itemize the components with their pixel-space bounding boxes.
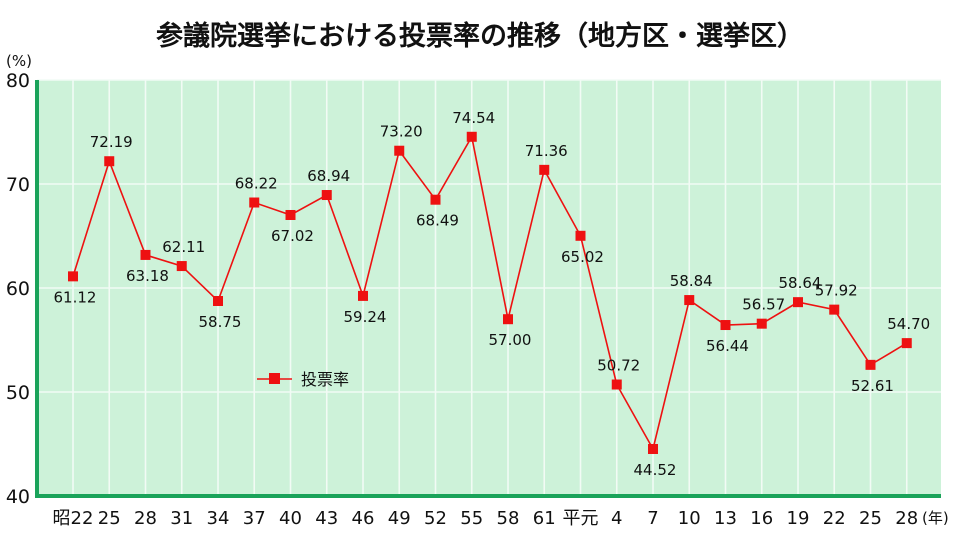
data-point (104, 156, 115, 167)
legend-label: 投票率 (301, 370, 349, 389)
x-tick-label: 平元 (563, 508, 599, 529)
x-tick-label: 7 (647, 508, 658, 529)
x-tick-label: 13 (714, 508, 737, 529)
y-tick-label: 50 (6, 382, 30, 404)
data-point (756, 318, 767, 329)
data-label: 52.61 (851, 377, 894, 395)
data-label: 50.72 (597, 357, 640, 375)
data-point (503, 314, 513, 325)
data-point (249, 197, 260, 208)
data-label: 73.20 (380, 123, 423, 141)
x-tick-label: 40 (279, 508, 302, 529)
data-point (720, 320, 731, 331)
data-label: 59.24 (344, 308, 387, 326)
data-point (865, 359, 876, 370)
data-label: 63.18 (126, 267, 169, 285)
data-label: 57.00 (489, 331, 532, 349)
x-tick-label: 52 (424, 508, 447, 529)
x-tick-label: 28 (134, 508, 157, 529)
data-label: 58.64 (779, 274, 822, 292)
data-label: 44.52 (634, 461, 677, 479)
chart-title: 参議院選挙における投票率の推移（地方区・選挙区） (156, 20, 804, 52)
data-point (321, 190, 332, 201)
data-label: 57.92 (815, 282, 858, 300)
data-point (285, 209, 296, 220)
data-point (793, 297, 803, 308)
data-label: 58.84 (670, 272, 713, 290)
data-point (176, 261, 187, 272)
legend: 投票率 (257, 370, 349, 389)
data-label: 56.44 (706, 337, 749, 355)
x-tick-label: 58 (497, 508, 520, 529)
x-tick-label: 19 (787, 508, 810, 529)
data-label: 71.36 (525, 142, 568, 160)
data-label: 62.11 (162, 238, 205, 256)
data-point (213, 296, 223, 306)
x-tick-label: 55 (460, 508, 483, 529)
data-label: 56.57 (742, 296, 785, 314)
x-tick-label: 37 (243, 508, 266, 529)
x-tick-label: 28 (895, 508, 918, 529)
x-tick-label: 4 (611, 508, 622, 529)
y-tick-label: 80 (6, 70, 30, 92)
x-tick-label: 22 (823, 508, 846, 529)
data-label: 67.02 (271, 227, 314, 245)
data-label: 68.94 (307, 167, 350, 185)
x-tick-label: 46 (352, 508, 375, 529)
x-axis-unit: (年) (922, 509, 949, 527)
data-point (394, 145, 405, 156)
data-label: 68.22 (235, 175, 278, 193)
data-point (901, 338, 912, 349)
data-label: 58.75 (199, 313, 242, 331)
y-tick-label: 40 (6, 486, 30, 508)
data-point (466, 131, 477, 142)
y-tick-label: 70 (6, 174, 30, 196)
x-tick-label: 昭22 (53, 508, 94, 529)
series-line (72, 134, 908, 452)
x-tick-label: 49 (388, 508, 411, 529)
data-label: 65.02 (561, 248, 604, 266)
y-axis-unit: (%) (6, 52, 32, 70)
data-point (684, 295, 695, 306)
x-tick-label: 16 (750, 508, 773, 529)
data-label: 61.12 (54, 288, 97, 306)
data-point (68, 271, 78, 282)
series-layer (68, 131, 912, 454)
x-tick-label: 61 (533, 508, 556, 529)
x-tick-label: 43 (315, 508, 338, 529)
data-point (430, 194, 441, 205)
x-tick-label: 31 (170, 508, 193, 529)
x-tick-label: 10 (678, 508, 701, 529)
x-tick-label: 25 (98, 508, 121, 529)
data-point (140, 249, 151, 260)
legend-marker (269, 373, 280, 384)
data-point (539, 164, 550, 175)
data-label: 72.19 (90, 133, 133, 151)
data-label: 54.70 (887, 315, 930, 333)
grid-layer (37, 79, 941, 496)
data-point (648, 443, 658, 454)
data-label: 74.54 (452, 109, 495, 127)
x-tick-label: 34 (207, 508, 230, 529)
data-point (575, 230, 586, 241)
y-tick-label: 60 (6, 278, 30, 300)
data-point (358, 290, 368, 301)
data-point (829, 304, 840, 315)
x-tick-label: 25 (859, 508, 882, 529)
data-label: 68.49 (416, 212, 459, 230)
label-layer: 61.12 72.19 63.18 62.11 58.75 68.22 67.02 68.94… (54, 109, 931, 479)
data-point (611, 379, 622, 390)
